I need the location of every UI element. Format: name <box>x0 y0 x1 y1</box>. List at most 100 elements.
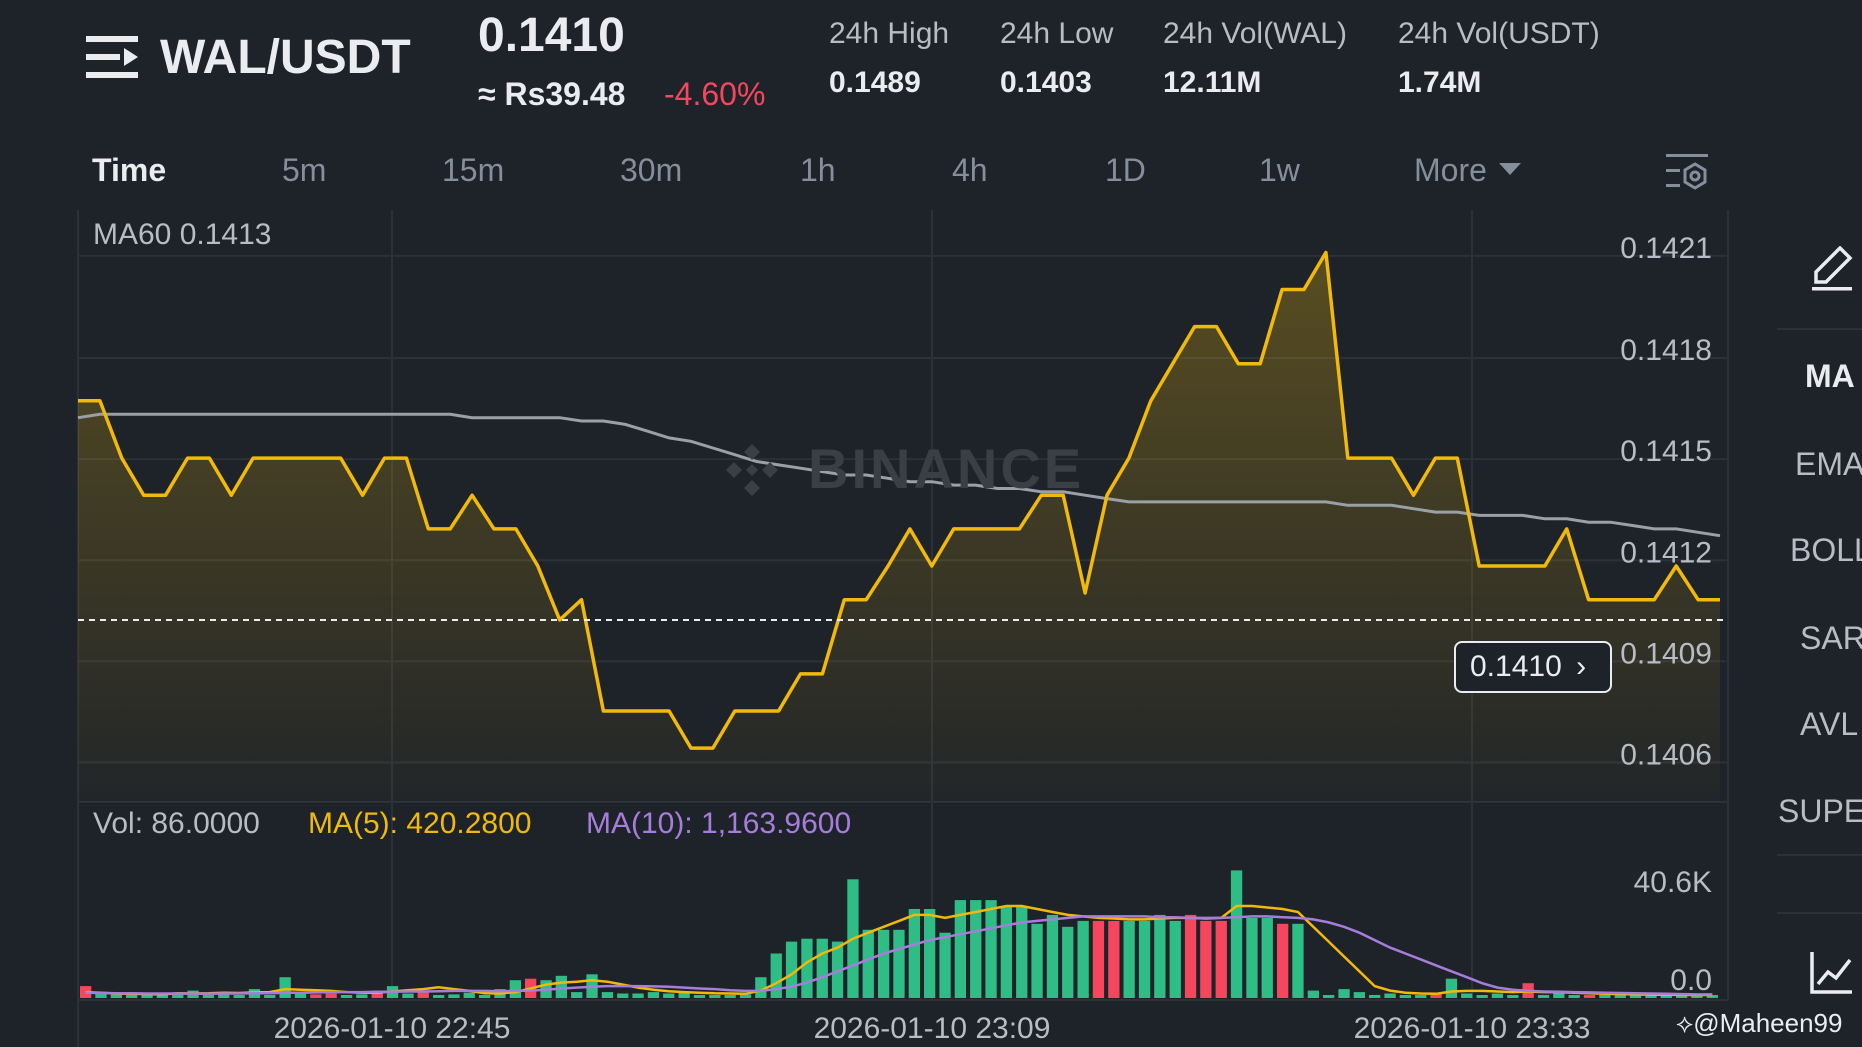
side-divider <box>1777 854 1862 856</box>
tab-more-label: More <box>1414 152 1487 188</box>
volume-bar <box>1461 993 1473 998</box>
volume-bar <box>1154 914 1166 998</box>
volume-bar <box>1445 978 1458 998</box>
volume-bar <box>939 932 951 998</box>
volume-bar <box>908 909 920 998</box>
menu-icon[interactable] <box>86 34 140 82</box>
side-divider <box>1777 328 1862 330</box>
indicator-boll[interactable]: BOLL <box>1790 532 1862 568</box>
volume-bar <box>1292 923 1304 998</box>
chevron-right-icon: › <box>1576 650 1587 683</box>
volume-bar <box>126 995 138 998</box>
volume-bar <box>1599 995 1611 998</box>
volume-bar <box>970 900 982 998</box>
volume-bar <box>1399 995 1411 998</box>
tab-30m[interactable]: 30m <box>620 152 683 188</box>
volume-tick-label: 40.6K <box>1634 866 1712 899</box>
volume-bars <box>80 870 1718 999</box>
volume-bar <box>801 938 813 998</box>
volume-bar <box>156 994 168 998</box>
y-tick-label: 0.1415 <box>1620 435 1712 468</box>
volume-bar <box>463 992 475 998</box>
tab-more[interactable]: More <box>1414 152 1521 189</box>
tab-1w[interactable]: 1w <box>1259 152 1300 188</box>
volume-bar <box>1108 920 1120 998</box>
volume-bar <box>479 995 491 998</box>
volume-bar <box>279 977 291 998</box>
chart-settings-icon[interactable] <box>1664 150 1710 196</box>
volume-bar <box>924 909 936 998</box>
volume-bar <box>1077 920 1089 998</box>
binance-small-icon: ⟡ <box>1676 1008 1694 1038</box>
volume-ma-lines <box>85 904 1713 997</box>
tab-time[interactable]: Time <box>92 152 167 188</box>
volume-bar <box>1369 995 1381 998</box>
volume-bar <box>663 993 675 998</box>
volume-bar <box>202 995 215 998</box>
draw-pencil-icon[interactable] <box>1810 246 1854 292</box>
volume-bar <box>1583 995 1596 998</box>
last-price-tag[interactable]: 0.1410 › <box>1454 641 1612 693</box>
chevron-down-icon <box>1498 162 1521 175</box>
tab-1d[interactable]: 1D <box>1105 152 1146 188</box>
volume-bar <box>831 941 844 998</box>
volume-bar <box>862 929 874 998</box>
volume-bar <box>294 993 307 998</box>
volume-bar <box>1062 926 1074 998</box>
volume-bar <box>693 995 706 998</box>
volume-bar <box>1645 995 1657 998</box>
volume-bar <box>1676 995 1688 998</box>
volume-bar <box>1092 920 1105 998</box>
volume-bar <box>1476 995 1488 998</box>
volume-bar <box>555 975 567 999</box>
price-layer <box>77 250 1728 802</box>
volume-bar <box>1338 989 1350 998</box>
volume-bar <box>601 992 614 998</box>
vol-legend: Vol: 86.0000 <box>93 807 260 840</box>
volume-bar <box>1138 920 1151 998</box>
volume-bar <box>1568 995 1580 998</box>
indicator-avl[interactable]: AVL <box>1800 706 1859 742</box>
volume-bar <box>1507 995 1519 998</box>
volume-bar <box>816 938 828 998</box>
volume-bar <box>724 995 736 998</box>
indicator-super[interactable]: SUPER <box>1778 793 1862 829</box>
tab-4h[interactable]: 4h <box>952 152 988 188</box>
tab-1h[interactable]: 1h <box>800 152 836 188</box>
tab-15m[interactable]: 15m <box>442 152 505 188</box>
volume-tick-label: 0.0 <box>1670 964 1712 997</box>
volume-bar <box>433 995 445 998</box>
volume-bar <box>218 992 230 998</box>
stat-24h-low-label: 24h Low <box>1000 17 1114 50</box>
volume-bar <box>1277 923 1289 998</box>
volume-bar <box>770 953 782 998</box>
indicator-ema[interactable]: EMA <box>1795 446 1862 482</box>
volume-bar <box>739 994 752 998</box>
ma60-legend: MA60 0.1413 <box>93 218 272 251</box>
volume-bar <box>785 941 798 998</box>
volume-bar <box>617 993 629 998</box>
price-line <box>78 250 1720 750</box>
volume-bar <box>110 994 122 998</box>
side-divider <box>1777 912 1862 914</box>
stat-24h-high-value: 0.1489 <box>829 66 921 99</box>
volume-bar <box>325 993 337 998</box>
line-chart-icon[interactable] <box>1808 950 1854 996</box>
volume-bar <box>893 929 905 998</box>
tab-5m[interactable]: 5m <box>282 152 327 188</box>
volume-bar <box>1261 917 1273 998</box>
x-tick-label: 2026-01-10 23:09 <box>814 1012 1051 1045</box>
indicator-ma[interactable]: MA <box>1805 358 1855 394</box>
volume-bar <box>1660 995 1672 998</box>
fiat-price: ≈ Rs39.48 <box>478 76 626 112</box>
indicator-sar[interactable]: SAR <box>1800 620 1862 656</box>
pair-title[interactable]: WAL/USDT <box>160 31 411 84</box>
stat-24h-high-label: 24h High <box>829 17 950 50</box>
credit-text: @Maheen99 <box>1693 1008 1843 1038</box>
volume-bar <box>954 900 966 998</box>
volume-bar <box>985 900 997 998</box>
volume-bar <box>417 992 429 998</box>
y-tick-label: 0.1418 <box>1620 334 1712 367</box>
volume-bar <box>1046 914 1059 998</box>
